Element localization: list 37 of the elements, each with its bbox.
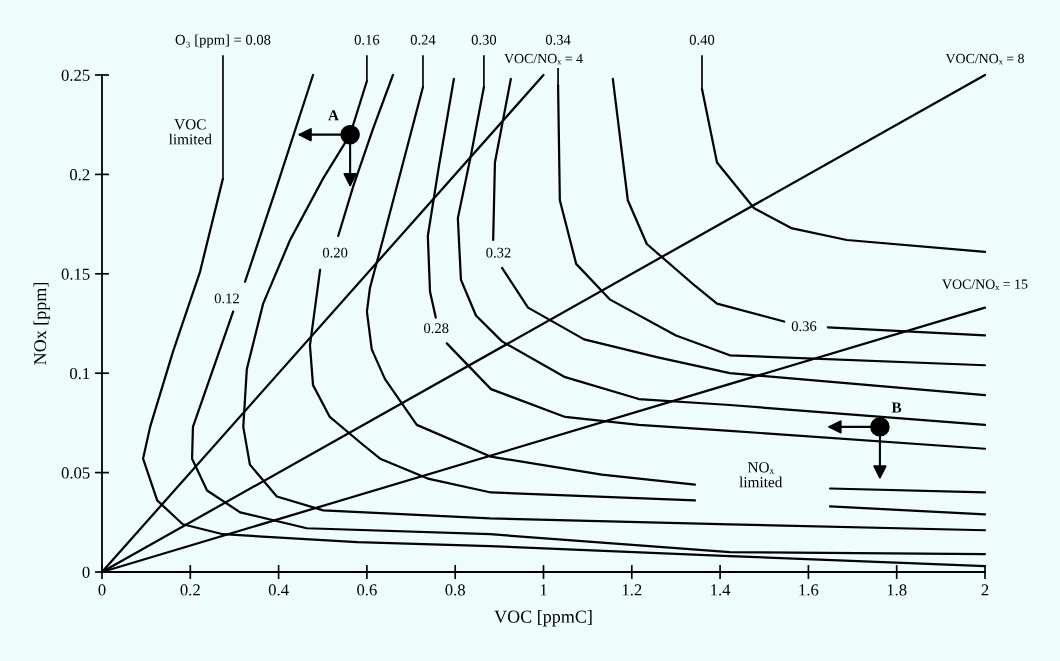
- annotation: 0.30: [471, 34, 497, 45]
- series-label: VOC/NOₓ = 4: [504, 53, 583, 65]
- annotation: 0.20: [322, 247, 348, 258]
- annotation: 0.36: [791, 321, 817, 332]
- y-axis-title: NOx [ppm]: [33, 282, 50, 365]
- annotation: 0.34: [545, 34, 571, 45]
- x-axis-title: VOC [ppmC]: [494, 610, 592, 627]
- annotation: 0.24: [410, 34, 436, 45]
- x-tick-label: 1.2: [622, 584, 642, 596]
- annotation: 0.16: [354, 34, 380, 45]
- y-tick-label: 0.1: [70, 367, 90, 380]
- x-tick-label: 1.4: [711, 584, 731, 596]
- x-tick-label: 0: [98, 584, 106, 596]
- x-tick-label: 0.8: [445, 584, 465, 596]
- y-tick-label: 0.05: [61, 467, 90, 479]
- x-tick-label: 1.8: [887, 584, 907, 596]
- annotation: O₃ [ppm] = 0.08: [175, 34, 271, 48]
- series-label: VOC/NOₓ = 15: [942, 279, 1028, 290]
- annotation: NOₓ limited: [739, 462, 783, 488]
- x-tick-label: 1: [540, 584, 547, 596]
- y-tick-label: 0.15: [61, 268, 90, 280]
- x-tick-label: 0.6: [357, 584, 377, 596]
- annotation: 0.40: [689, 34, 715, 45]
- x-tick-label: 0.2: [180, 584, 200, 596]
- annotation: VOC limited: [168, 119, 212, 145]
- annotation: 0.28: [424, 323, 449, 334]
- series-label: A: [328, 110, 339, 121]
- x-tick-label: 2: [981, 584, 989, 596]
- y-tick-label: 0: [82, 566, 90, 578]
- y-tick-label: 0.25: [61, 69, 90, 82]
- x-tick-label: 1.6: [799, 584, 819, 596]
- series-label: VOC/NOₓ = 8: [945, 53, 1024, 65]
- y-tick-label: 0.2: [70, 169, 90, 181]
- x-tick-label: 0.4: [268, 584, 289, 596]
- annotation: 0.12: [214, 293, 239, 304]
- series-label: B: [891, 402, 902, 413]
- annotation: 0.32: [486, 247, 511, 258]
